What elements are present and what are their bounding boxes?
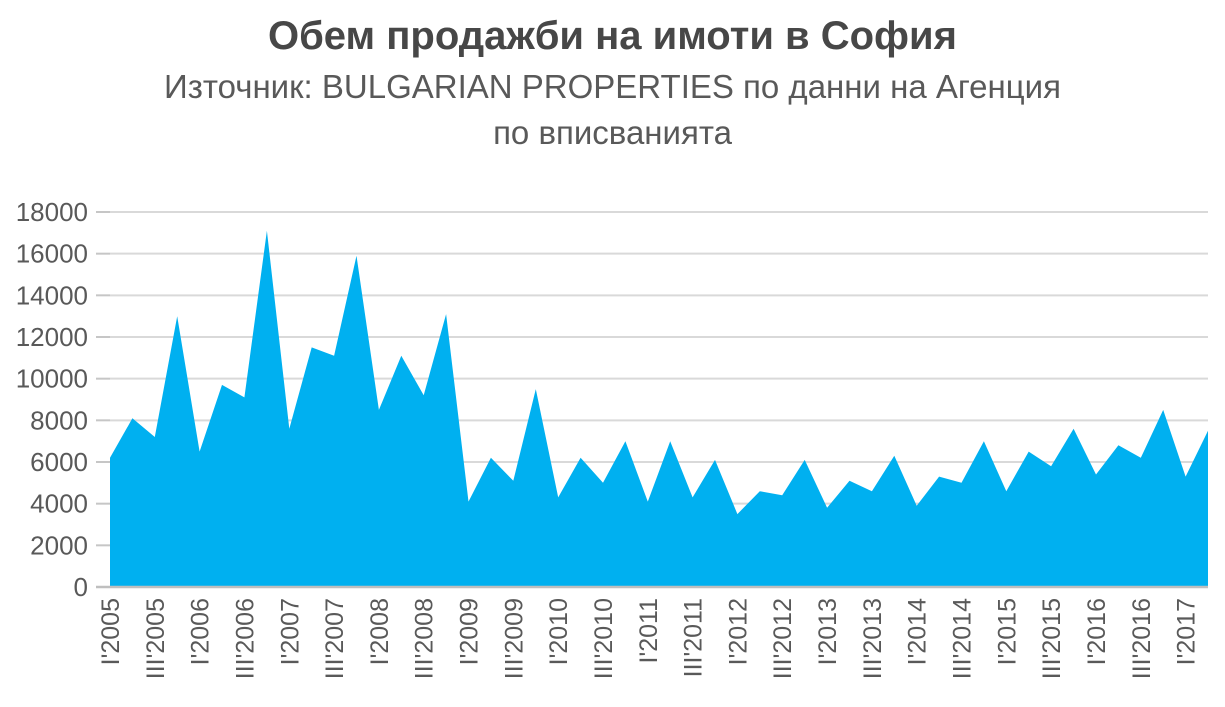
chart-subtitle: Източник: BULGARIAN PROPERTIES по данни … (0, 64, 1225, 156)
x-tick-label: III'2007 (321, 598, 349, 679)
x-tick-label: III'2014 (949, 598, 977, 679)
x-tick-label: I'2015 (993, 598, 1021, 665)
chart-header: Обем продажби на имоти в София Източник:… (0, 0, 1225, 156)
x-tick-label: III'2011 (680, 598, 708, 677)
y-tick-label: 10000 (16, 364, 88, 394)
x-tick-label: I'2014 (904, 598, 932, 665)
x-tick-label: I'2008 (366, 598, 394, 665)
y-tick-label: 4000 (30, 489, 88, 519)
x-tick-label: III'2013 (859, 598, 887, 679)
chart-subtitle-line-1: Източник: BULGARIAN PROPERTIES по данни … (164, 68, 1061, 105)
x-tick-label: III'2009 (500, 598, 528, 679)
y-axis-labels: 0 2000 4000 6000 8000 10000 12000 14000 16000 180… (16, 197, 88, 602)
y-tick-label: 12000 (16, 322, 88, 352)
x-tick-label: I'2010 (545, 598, 573, 665)
x-tick-label: I'2012 (724, 598, 752, 665)
y-tick-label: 18000 (16, 197, 88, 227)
x-tick-label: I'2006 (187, 598, 215, 665)
x-axis-labels: I'2005 III'2005 I'2006 III'2006 I'2007 III'20… (97, 598, 1201, 679)
x-tick-label: III'2015 (1038, 598, 1066, 679)
x-tick-label: I'2017 (1173, 598, 1201, 665)
x-tick-label: III'2005 (142, 598, 170, 679)
x-tick-label: I'2013 (814, 598, 842, 665)
chart-area: 0 2000 4000 6000 8000 10000 12000 14000 16000 180… (0, 160, 1225, 707)
x-tick-label: I'2016 (1083, 598, 1111, 665)
x-tick-label: III'2008 (411, 598, 439, 679)
x-tick-label: III'2010 (590, 598, 618, 679)
x-tick-label: III'2012 (769, 598, 797, 679)
y-tick-label: 2000 (30, 530, 88, 560)
y-tick-label: 14000 (16, 280, 88, 310)
area-chart: 0 2000 4000 6000 8000 10000 12000 14000 16000 180… (16, 197, 1208, 679)
sales-volume-area-series (110, 230, 1208, 588)
y-tick-label: 16000 (16, 239, 88, 269)
y-tick-label: 6000 (30, 447, 88, 477)
x-tick-label: I'2009 (456, 598, 484, 665)
x-tick-label: I'2005 (97, 598, 125, 665)
chart-title: Обем продажби на имоти в София (267, 14, 957, 58)
y-tick-label: 8000 (30, 405, 88, 435)
x-tick-label: I'2007 (276, 598, 304, 665)
x-tick-label: I'2011 (635, 598, 663, 663)
y-tick-label: 0 (74, 572, 88, 602)
x-tick-label: III'2016 (1128, 598, 1156, 679)
x-tick-label: III'2006 (231, 598, 259, 679)
chart-subtitle-line-2: по вписванията (493, 114, 732, 152)
